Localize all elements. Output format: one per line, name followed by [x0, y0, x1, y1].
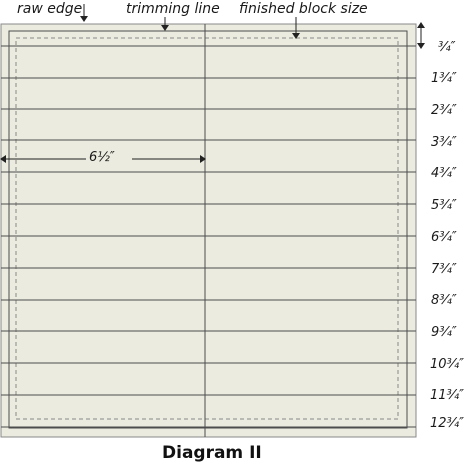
measurement-label: 10¾″ — [430, 357, 464, 372]
measurement-label: 4¾″ — [431, 166, 457, 181]
measurement-label: 5¾″ — [431, 198, 457, 213]
measurement-label: 2¾″ — [431, 103, 457, 118]
trimming-line — [8, 30, 408, 429]
finished-block-arrow — [292, 17, 300, 39]
raw-edge-outline — [0, 23, 417, 438]
measurement-label: 8¾″ — [431, 293, 457, 308]
raw-edge-label: raw edge — [17, 1, 83, 17]
measurement-label: 6¾″ — [431, 230, 457, 245]
measurement-label: 7¾″ — [431, 262, 457, 277]
width-arrow — [0, 155, 206, 163]
finished-block-outline — [15, 37, 399, 420]
trimming-line-arrow — [161, 17, 169, 31]
trimming-line-label: trimming line — [126, 1, 220, 17]
measurement-label: 1¾″ — [431, 71, 457, 86]
vertical-double-arrow — [417, 22, 425, 49]
measurement-label: 3¾″ — [431, 135, 457, 150]
measurement-label: 11¾″ — [430, 388, 464, 403]
measurement-label: 9¾″ — [431, 325, 457, 340]
width-measure-label: 6½″ — [89, 150, 115, 165]
horizontal-lines — [1, 45, 416, 428]
raw-edge-arrow — [80, 4, 88, 22]
measurement-label: ¾″ — [438, 40, 456, 55]
measurement-label: 12¾″ — [430, 416, 464, 431]
diagram-title: Diagram II — [162, 443, 262, 463]
finished-block-size-label: finished block size — [239, 1, 368, 17]
